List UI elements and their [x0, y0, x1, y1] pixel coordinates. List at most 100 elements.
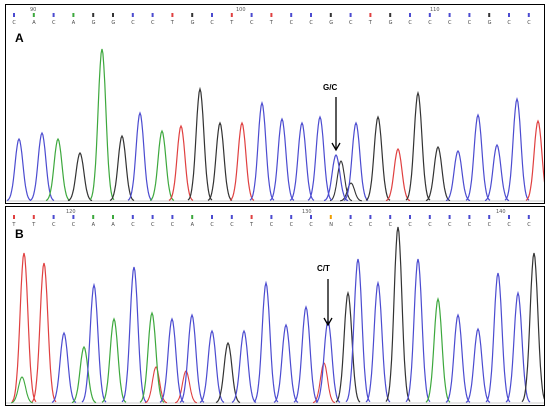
- base-call-letter: C: [468, 20, 472, 26]
- sequence-position-label: 120: [66, 209, 76, 215]
- base-call-tick: [112, 13, 114, 17]
- base-call-letter: C: [151, 222, 155, 228]
- trace-peak: [159, 317, 185, 403]
- trace-peak: [229, 121, 255, 201]
- base-call-letter: N: [329, 222, 333, 228]
- base-call-tick: [329, 215, 332, 219]
- base-call-letter: C: [389, 222, 393, 228]
- trace-peak: [51, 331, 77, 403]
- base-call-letter: T: [269, 20, 274, 26]
- sequence-position-label: 130: [302, 209, 312, 215]
- base-call-tick: [72, 13, 75, 17]
- trace-peak: [343, 121, 369, 201]
- base-call-letter: C: [448, 20, 452, 26]
- chromatogram-panel-b: T T C C A A C C C A C C T C C C N C C C C C C C C C C 120 130 140 B C…: [5, 206, 545, 406]
- base-call-tick: [72, 215, 75, 219]
- base-call-tick: [310, 13, 312, 17]
- base-call-tick: [389, 215, 392, 219]
- trace-peak: [187, 86, 213, 201]
- base-call-tick: [508, 13, 510, 17]
- base-call-tick: [448, 215, 451, 219]
- base-call-letter: C: [151, 20, 155, 26]
- secondary-peak: [329, 160, 353, 202]
- base-call-letter: C: [448, 222, 452, 228]
- base-call-tick: [527, 13, 530, 17]
- trace-peak: [293, 305, 319, 403]
- base-call-letter: A: [111, 222, 115, 228]
- base-call-tick: [270, 215, 273, 219]
- trace-peak: [525, 119, 544, 201]
- base-call-letter: C: [72, 222, 76, 228]
- trace-peak: [425, 296, 451, 403]
- base-call-tick: [428, 215, 431, 219]
- base-call-letter: T: [11, 222, 16, 228]
- base-call-tick: [230, 13, 233, 17]
- base-call-letter: A: [32, 20, 36, 26]
- base-call-tick: [171, 215, 174, 219]
- trace-peak: [89, 48, 115, 201]
- base-call-letter: C: [12, 20, 16, 26]
- base-call-tick: [191, 215, 194, 219]
- secondary-peak: [144, 366, 168, 404]
- base-call-tick: [250, 13, 253, 17]
- base-call-tick: [151, 13, 154, 17]
- trace-peak: [45, 137, 71, 202]
- base-call-letter: T: [31, 222, 36, 228]
- base-call-tick: [131, 215, 134, 219]
- secondary-peak: [312, 362, 336, 404]
- base-call-tick: [92, 215, 95, 219]
- mutation-arrow-head: [323, 317, 333, 327]
- trace-peak: [335, 290, 361, 403]
- base-call-tick: [230, 215, 233, 219]
- trace-peak: [521, 252, 544, 403]
- chromatogram-panel-a: C A C A G G C C T G C T C T C C G C T G C C C C G C C 90 100 110 A G/…: [5, 4, 545, 204]
- base-call-tick: [389, 13, 392, 17]
- base-call-letter: T: [170, 20, 175, 26]
- base-call-letter: G: [92, 20, 96, 26]
- base-call-tick: [369, 215, 372, 219]
- trace-peak: [71, 345, 97, 404]
- base-call-letter: C: [468, 222, 472, 228]
- base-call-tick: [527, 215, 530, 219]
- base-call-letter: G: [191, 20, 195, 26]
- trace-peak: [11, 252, 37, 403]
- base-call-tick: [112, 215, 114, 219]
- base-call-tick: [32, 13, 35, 17]
- base-call-letter: C: [270, 222, 274, 228]
- base-call-tick: [488, 13, 491, 17]
- trace-peak: [81, 282, 107, 403]
- base-call-letter: G: [329, 20, 333, 26]
- trace-peak: [425, 145, 451, 202]
- trace-peak: [249, 101, 275, 201]
- trace-peak: [385, 147, 411, 202]
- base-call-tick: [428, 13, 431, 17]
- trace-peak: [385, 226, 411, 402]
- trace-peak: [31, 262, 57, 403]
- sequence-position-label: 100: [236, 7, 246, 13]
- base-call-letter: G: [389, 20, 393, 26]
- trace-peak: [207, 121, 233, 201]
- base-call-letter: C: [210, 222, 214, 228]
- base-call-tick: [409, 215, 411, 219]
- base-call-letter: T: [229, 20, 234, 26]
- base-call-tick: [448, 13, 451, 17]
- trace-peak: [139, 311, 165, 403]
- trace-peak: [121, 266, 147, 403]
- trace-peak: [465, 113, 491, 201]
- sequence-position-label: 140: [496, 209, 506, 215]
- trace-peak: [6, 137, 32, 202]
- base-call-letter: C: [507, 20, 511, 26]
- base-call-tick: [409, 13, 411, 17]
- trace-peak: [289, 121, 315, 201]
- trace-peak: [484, 143, 510, 202]
- trace-peak: [273, 323, 299, 403]
- base-call-letter: C: [507, 222, 511, 228]
- trace-peak: [323, 153, 349, 202]
- base-call-letter: T: [249, 222, 254, 228]
- base-call-tick: [270, 13, 273, 17]
- base-call-tick: [92, 13, 95, 17]
- secondary-peak: [339, 182, 363, 202]
- panel-label-b: B: [15, 227, 24, 241]
- base-call-letter: C: [290, 20, 294, 26]
